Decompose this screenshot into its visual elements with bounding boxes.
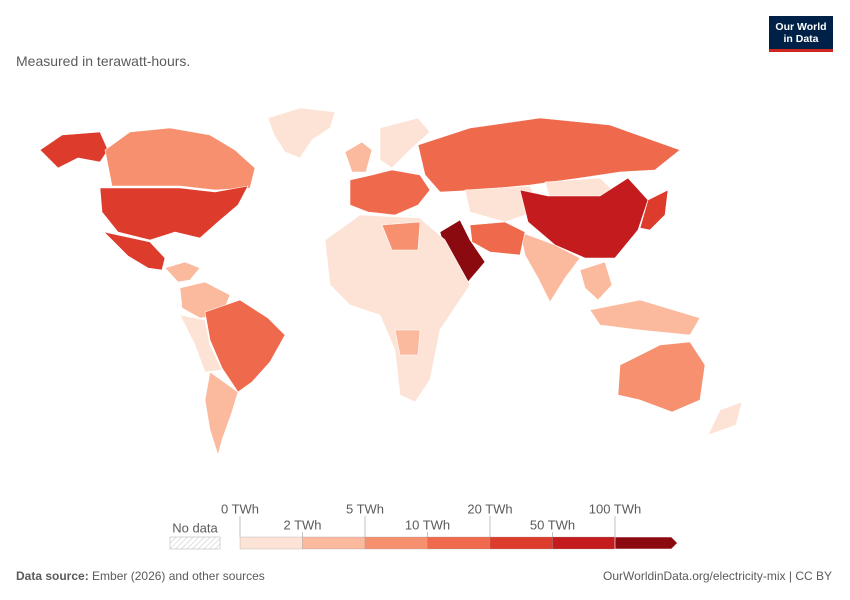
logo-text: in Data [783, 33, 818, 45]
legend-label: 10 TWh [405, 517, 450, 532]
canada [104, 127, 256, 191]
japan [639, 189, 669, 231]
uk [344, 141, 373, 173]
legend: No data 0 TWh 2 TWh 5 TWh 10 TWh 20 TWh 50 TW… [169, 501, 678, 550]
europe [349, 169, 431, 216]
source: Data source: Ember (2026) and other sour… [16, 569, 265, 583]
iran [469, 221, 526, 256]
legend-label: 2 TWh [283, 517, 321, 532]
legend-swatch [239, 536, 303, 550]
source-label: Data source: [16, 569, 89, 583]
legend-swatch [427, 536, 491, 550]
logo-bar [769, 49, 833, 52]
china [519, 177, 649, 259]
north-africa [381, 221, 421, 251]
australia [617, 341, 706, 413]
scandinavia [379, 117, 431, 169]
legend-swatch [552, 536, 616, 550]
legend-swatch [489, 536, 553, 550]
logo-text: Our World [775, 21, 826, 33]
no-data-swatch [169, 536, 221, 550]
argentina [204, 371, 239, 457]
legend-label: 5 TWh [346, 501, 384, 516]
mexico [103, 231, 166, 271]
countries [39, 107, 743, 457]
no-data-label: No data [172, 520, 218, 535]
greenland [267, 107, 336, 159]
africa [324, 214, 471, 403]
india [519, 231, 581, 303]
legend-swatch [364, 536, 428, 550]
se-asia [579, 261, 613, 301]
usa [99, 185, 249, 241]
alaska [39, 131, 109, 169]
new-zealand [707, 401, 743, 436]
legend-swatch [614, 536, 678, 550]
peru-bolivia [179, 314, 223, 373]
legend-label: 50 TWh [530, 517, 575, 532]
subtitle: Measured in terawatt-hours. [16, 53, 190, 69]
central-america [164, 261, 201, 283]
legend-label: 0 TWh [221, 501, 259, 516]
indonesia [589, 299, 701, 336]
source-text: Ember (2026) and other sources [92, 569, 265, 583]
logo-box [769, 16, 833, 50]
legend-label: 100 TWh [589, 501, 642, 516]
legend-label: 20 TWh [467, 501, 512, 516]
brazil [204, 299, 286, 393]
angola [394, 329, 421, 356]
legend-swatch [302, 536, 366, 550]
logo: Our World in Data [769, 16, 833, 52]
russia [417, 117, 681, 193]
url: OurWorldinData.org/electricity-mix | CC … [603, 569, 832, 583]
